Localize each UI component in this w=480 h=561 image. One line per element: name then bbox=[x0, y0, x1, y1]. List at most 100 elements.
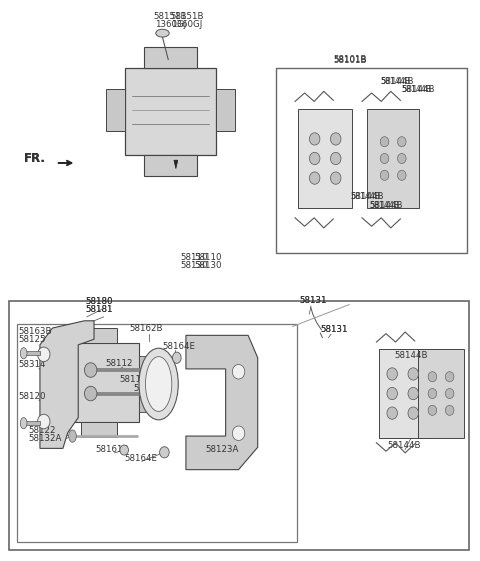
Bar bbox=[81, 328, 117, 343]
Text: 58144B: 58144B bbox=[350, 192, 384, 201]
Text: 58112: 58112 bbox=[105, 358, 132, 367]
Text: 58130: 58130 bbox=[194, 261, 222, 270]
Bar bbox=[75, 343, 140, 421]
Polygon shape bbox=[174, 160, 178, 168]
Polygon shape bbox=[40, 321, 94, 448]
Text: 58144B: 58144B bbox=[369, 201, 399, 210]
Text: 58163B: 58163B bbox=[19, 327, 52, 335]
Text: 58144B: 58144B bbox=[369, 201, 403, 210]
Text: 58181: 58181 bbox=[86, 305, 113, 314]
Text: FR.: FR. bbox=[24, 152, 46, 165]
Text: FR.: FR. bbox=[24, 152, 46, 165]
Circle shape bbox=[84, 387, 97, 401]
Text: 58131: 58131 bbox=[321, 325, 348, 334]
Circle shape bbox=[37, 414, 50, 429]
Text: 58180: 58180 bbox=[86, 297, 113, 306]
Text: 58144B: 58144B bbox=[387, 442, 421, 450]
Bar bbox=[25, 421, 40, 425]
Text: 58314: 58314 bbox=[18, 360, 46, 369]
Circle shape bbox=[37, 347, 50, 362]
Bar bbox=[276, 68, 468, 252]
Bar bbox=[17, 324, 298, 542]
Text: 58101B: 58101B bbox=[333, 55, 367, 65]
Text: 58120: 58120 bbox=[18, 392, 46, 401]
Ellipse shape bbox=[159, 447, 169, 458]
Text: 58113: 58113 bbox=[120, 375, 147, 384]
Bar bbox=[81, 421, 117, 437]
Bar bbox=[25, 351, 40, 356]
Text: 58161B: 58161B bbox=[96, 445, 129, 454]
Bar bbox=[299, 109, 352, 208]
Circle shape bbox=[310, 172, 320, 184]
Bar bbox=[140, 356, 148, 412]
Text: 58130: 58130 bbox=[181, 261, 208, 270]
Circle shape bbox=[387, 388, 397, 399]
Text: 58132A: 58132A bbox=[28, 434, 62, 443]
Circle shape bbox=[380, 154, 389, 164]
Ellipse shape bbox=[69, 430, 76, 442]
Bar bbox=[144, 155, 197, 176]
Polygon shape bbox=[186, 335, 258, 470]
Circle shape bbox=[397, 137, 406, 147]
Circle shape bbox=[428, 405, 437, 415]
Text: 58180: 58180 bbox=[86, 297, 113, 306]
Text: 58110: 58110 bbox=[194, 253, 222, 262]
Text: 58151B: 58151B bbox=[154, 12, 187, 21]
Text: 58125: 58125 bbox=[19, 335, 47, 344]
Text: 58131: 58131 bbox=[321, 325, 348, 334]
Ellipse shape bbox=[139, 348, 178, 420]
Text: 58144B: 58144B bbox=[394, 351, 428, 360]
Ellipse shape bbox=[20, 417, 27, 429]
Circle shape bbox=[330, 153, 341, 165]
Circle shape bbox=[408, 368, 419, 380]
Circle shape bbox=[397, 170, 406, 180]
Circle shape bbox=[387, 407, 397, 419]
Text: 58144B: 58144B bbox=[380, 76, 410, 85]
Text: 1360GJ: 1360GJ bbox=[170, 20, 202, 29]
Circle shape bbox=[232, 365, 245, 379]
Circle shape bbox=[428, 372, 437, 382]
Circle shape bbox=[445, 389, 454, 398]
Circle shape bbox=[84, 363, 97, 378]
Bar bbox=[9, 301, 469, 550]
Circle shape bbox=[445, 405, 454, 415]
Text: 58164E: 58164E bbox=[124, 454, 157, 463]
Circle shape bbox=[445, 372, 454, 382]
Ellipse shape bbox=[120, 445, 129, 455]
Text: 58131: 58131 bbox=[300, 296, 327, 305]
Bar bbox=[106, 89, 125, 131]
Text: 58123A: 58123A bbox=[205, 445, 239, 454]
Circle shape bbox=[380, 137, 389, 147]
Ellipse shape bbox=[20, 348, 27, 359]
Text: 58110: 58110 bbox=[181, 253, 208, 262]
Text: 58122: 58122 bbox=[28, 426, 56, 435]
FancyArrowPatch shape bbox=[59, 161, 72, 165]
Bar bbox=[379, 350, 426, 438]
Text: 1360GJ: 1360GJ bbox=[155, 20, 186, 29]
Circle shape bbox=[232, 426, 245, 440]
Text: 58144B: 58144B bbox=[402, 85, 432, 94]
Text: 58114A: 58114A bbox=[134, 384, 167, 393]
Circle shape bbox=[310, 133, 320, 145]
Text: 58144B: 58144B bbox=[350, 192, 380, 201]
Text: 58181: 58181 bbox=[86, 305, 113, 314]
Text: 58144B: 58144B bbox=[380, 76, 414, 85]
Bar bbox=[418, 350, 465, 438]
Circle shape bbox=[387, 368, 397, 380]
Circle shape bbox=[408, 388, 419, 399]
Circle shape bbox=[397, 154, 406, 164]
Ellipse shape bbox=[145, 357, 172, 411]
Text: 58101B: 58101B bbox=[333, 56, 367, 66]
Circle shape bbox=[428, 389, 437, 398]
Text: 58131: 58131 bbox=[300, 296, 327, 305]
Text: 58144B: 58144B bbox=[402, 85, 435, 94]
Bar bbox=[367, 109, 420, 208]
Bar bbox=[125, 68, 216, 155]
Text: 58164E: 58164E bbox=[162, 342, 195, 351]
Text: 58151B: 58151B bbox=[170, 12, 204, 21]
Ellipse shape bbox=[172, 352, 181, 364]
Circle shape bbox=[330, 172, 341, 184]
Ellipse shape bbox=[156, 29, 169, 37]
Circle shape bbox=[408, 407, 419, 419]
Circle shape bbox=[330, 133, 341, 145]
